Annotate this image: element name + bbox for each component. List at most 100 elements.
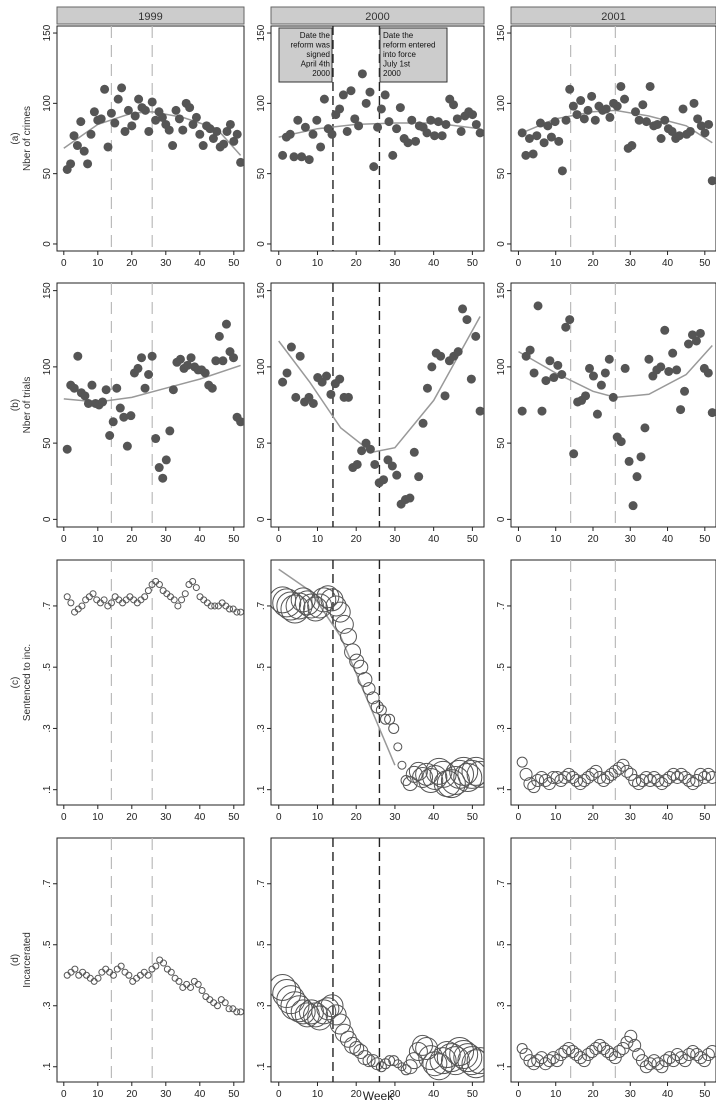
data-point: [445, 1037, 475, 1066]
data-point: [565, 315, 575, 325]
x-tick-label: 10: [550, 258, 562, 269]
plot-area: [62, 83, 244, 174]
data-point: [535, 118, 545, 128]
x-tick-label: 50: [467, 1089, 479, 1100]
x-tick-label: 30: [389, 1089, 401, 1100]
data-point: [103, 142, 113, 152]
data-point: [165, 426, 175, 436]
y-tick-label: 100: [256, 358, 267, 375]
x-tick-label: 20: [351, 258, 363, 269]
data-point: [440, 1046, 470, 1076]
data-point: [541, 376, 551, 386]
data-point: [458, 304, 468, 314]
data-point: [366, 1054, 380, 1068]
data-point: [285, 592, 313, 620]
data-point: [645, 81, 655, 91]
y-tick-label: .5: [256, 663, 267, 672]
column-header-label: 2001: [601, 11, 625, 23]
plot-area: [271, 973, 484, 1081]
data-point: [620, 764, 634, 778]
data-point: [175, 354, 185, 364]
data-point: [684, 339, 694, 349]
data-point: [272, 979, 302, 1009]
data-point: [550, 117, 560, 127]
data-point: [638, 100, 648, 110]
data-point: [236, 157, 244, 167]
data-point: [198, 987, 206, 994]
data-point: [311, 587, 337, 613]
y-tick-label: 0: [42, 241, 53, 247]
data-point: [278, 377, 288, 387]
panel-label: (a): [10, 132, 21, 144]
plot-area: [517, 301, 716, 511]
data-point: [198, 141, 208, 151]
data-point: [620, 363, 630, 373]
data-point: [101, 385, 111, 395]
data-point: [686, 777, 700, 791]
y-tick-label: .1: [42, 1062, 53, 1071]
data-point: [707, 408, 716, 418]
data-point: [523, 777, 537, 791]
plot-area: [62, 319, 244, 483]
y-tick-label: .3: [256, 724, 267, 733]
data-point: [147, 97, 157, 107]
plot-frame: [56, 837, 245, 1083]
y-tick-label: 150: [496, 24, 507, 41]
y-tick-label: 50: [42, 437, 53, 449]
data-point: [370, 459, 380, 469]
data-point: [704, 119, 714, 129]
y-tick-label: 50: [496, 437, 507, 449]
data-point: [144, 587, 152, 595]
data-point: [79, 146, 89, 156]
data-point: [161, 455, 171, 465]
data-point: [87, 380, 97, 390]
data-point: [524, 134, 534, 143]
plot-frame: [270, 837, 485, 1083]
y-tick-label: .7: [496, 601, 507, 610]
data-point: [461, 756, 484, 786]
data-point: [151, 115, 161, 125]
data-point: [191, 112, 201, 122]
data-point: [384, 713, 396, 725]
data-point: [557, 370, 567, 379]
data-point: [457, 759, 484, 789]
data-point: [83, 398, 93, 408]
data-point: [72, 141, 82, 151]
y-tick-label: .1: [496, 785, 507, 794]
data-point: [525, 345, 535, 355]
data-point: [466, 1047, 484, 1075]
y-tick-label: .5: [42, 940, 53, 949]
data-point: [225, 1005, 233, 1013]
data-point: [612, 1045, 626, 1058]
data-point: [189, 577, 197, 585]
x-tick-label: 40: [662, 1089, 674, 1100]
data-point: [592, 409, 602, 419]
x-tick-label: 40: [428, 812, 440, 823]
data-point: [160, 959, 168, 967]
x-tick-label: 0: [516, 1089, 522, 1100]
data-point: [561, 322, 571, 332]
y-tick-label: .3: [42, 1001, 53, 1010]
data-point: [397, 1062, 407, 1072]
data-point: [468, 110, 478, 120]
plot-area: [517, 81, 716, 186]
data-point: [453, 347, 463, 357]
data-point: [144, 370, 154, 379]
data-point: [221, 999, 229, 1007]
data-point: [194, 980, 202, 988]
data-point: [418, 768, 444, 793]
data-point: [83, 159, 93, 169]
data-point: [471, 119, 481, 129]
data-point: [674, 131, 684, 141]
data-point: [453, 762, 483, 792]
x-tick-label: 40: [428, 258, 440, 269]
data-point: [440, 766, 470, 795]
data-point: [532, 131, 542, 141]
y-tick-label: .3: [256, 1001, 267, 1010]
y-tick-label: 50: [42, 168, 53, 180]
data-point: [388, 1055, 400, 1067]
data-point: [437, 131, 447, 141]
data-point: [271, 973, 297, 1001]
data-point: [167, 968, 175, 976]
data-point: [178, 596, 186, 604]
